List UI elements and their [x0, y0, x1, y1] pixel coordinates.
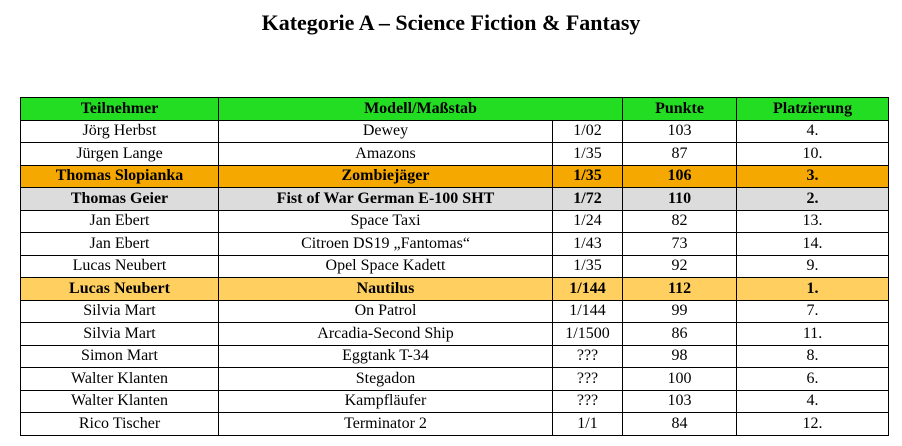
cell-participant: Rico Tischer — [20, 412, 219, 436]
table-row: Rico Tischer Terminator 2 1/1 84 12. — [20, 412, 890, 436]
cell-participant: Silvia Mart — [20, 322, 219, 346]
cell-model: Citroen DS19 „Fantomas“ — [218, 232, 553, 256]
table-row: Lucas Neubert Opel Space Kadett 1/35 92 9. — [20, 254, 890, 278]
cell-model: Eggtank T-34 — [218, 344, 553, 368]
cell-participant: Jan Ebert — [20, 209, 219, 233]
cell-scale: 1/35 — [551, 142, 624, 166]
cell-scale: 1/144 — [551, 277, 624, 301]
table-row: Thomas Geier Fist of War German E-100 SHT… — [20, 187, 890, 211]
table-row: Jörg Herbst Dewey 1/02 103 4. — [20, 119, 890, 143]
cell-scale: ??? — [551, 367, 624, 391]
cell-points: 86 — [622, 322, 738, 346]
cell-model: Space Taxi — [218, 209, 553, 233]
cell-participant: Thomas Slopianka — [20, 164, 219, 188]
cell-placement: 4. — [736, 119, 890, 143]
header-participant: Teilnehmer — [20, 97, 219, 121]
cell-scale: 1/35 — [551, 164, 624, 188]
cell-points: 98 — [622, 344, 738, 368]
cell-points: 82 — [622, 209, 738, 233]
table-row: Walter Klanten Kampfläufer??? 103 4. — [20, 389, 890, 413]
cell-points: 99 — [622, 299, 738, 323]
table-row: Silvia Mart On Patrol 1/144 99 7. — [20, 299, 890, 323]
cell-points: 100 — [622, 367, 738, 391]
table-row: Jürgen Lange Amazons 1/35 87 10. — [20, 142, 890, 166]
header-placement: Platzierung — [736, 97, 890, 121]
cell-model: Nautilus — [218, 277, 553, 301]
table-row: Lucas Neubert Nautilus 1/144 112 1. — [20, 277, 890, 301]
cell-scale: 1/144 — [551, 299, 624, 323]
page-title: Kategorie A – Science Fiction & Fantasy — [261, 10, 641, 35]
cell-participant: Jan Ebert — [20, 232, 219, 256]
cell-scale: 1/35 — [551, 254, 624, 278]
cell-placement: 10. — [736, 142, 890, 166]
table-header-row: Teilnehmer Modell/Maßstab Punkte Platzie… — [20, 97, 890, 121]
cell-placement: 4. — [736, 389, 890, 413]
cell-participant: Simon Mart — [20, 344, 219, 368]
cell-model: Terminator 2 — [218, 412, 553, 436]
cell-model: Kampfläufer — [218, 389, 553, 413]
cell-scale: ??? — [551, 344, 624, 368]
table-row: Jan Ebert Citroen DS19 „Fantomas“ 1/43 73 14… — [20, 232, 890, 256]
cell-points: 87 — [622, 142, 738, 166]
cell-participant: Jürgen Lange — [20, 142, 219, 166]
cell-placement: 1. — [736, 277, 890, 301]
header-points: Punkte — [622, 97, 738, 121]
table-row: Thomas Slopianka Zombiejäger 1/35 106 3. — [20, 164, 890, 188]
cell-points: 84 — [622, 412, 738, 436]
cell-points: 92 — [622, 254, 738, 278]
cell-participant: Lucas Neubert — [20, 254, 219, 278]
header-model: Modell/Maßstab — [217, 97, 624, 121]
cell-model: Arcadia-Second Ship — [218, 322, 553, 346]
cell-model: Stegadon — [218, 367, 553, 391]
cell-participant: Jörg Herbst — [20, 119, 219, 143]
cell-placement: 8. — [736, 344, 890, 368]
cell-participant: Walter Klanten — [20, 367, 219, 391]
results-table: Teilnehmer Modell/Maßstab Punkte Platzie… — [20, 97, 890, 436]
cell-model: Opel Space Kadett — [218, 254, 553, 278]
cell-scale: 1/1 — [551, 412, 624, 436]
cell-points: 73 — [622, 232, 738, 256]
cell-placement: 9. — [736, 254, 890, 278]
cell-participant: Lucas Neubert — [20, 277, 219, 301]
cell-placement: 3. — [736, 164, 890, 188]
cell-points: 103 — [622, 389, 738, 413]
cell-scale: 1/24 — [551, 209, 624, 233]
table-row: Walter Klanten Stegadon??? 100 6. — [20, 367, 890, 391]
cell-placement: 14. — [736, 232, 890, 256]
cell-points: 110 — [622, 187, 738, 211]
cell-placement: 6. — [736, 367, 890, 391]
cell-placement: 7. — [736, 299, 890, 323]
cell-points: 103 — [622, 119, 738, 143]
cell-points: 106 — [622, 164, 738, 188]
cell-participant: Walter Klanten — [20, 389, 219, 413]
cell-model: Fist of War German E-100 SHT — [218, 187, 553, 211]
cell-scale: ??? — [551, 389, 624, 413]
cell-model: Zombiejäger — [218, 164, 553, 188]
cell-scale: 1/1500 — [551, 322, 624, 346]
cell-participant: Silvia Mart — [20, 299, 219, 323]
cell-placement: 12. — [736, 412, 890, 436]
table-row: Simon Mart Eggtank T-34??? 98 8. — [20, 344, 890, 368]
cell-points: 112 — [622, 277, 738, 301]
cell-participant: Thomas Geier — [20, 187, 219, 211]
cell-scale: 1/43 — [551, 232, 624, 256]
table-row: Jan Ebert Space Taxi 1/24 82 13. — [20, 209, 890, 233]
cell-placement: 2. — [736, 187, 890, 211]
cell-scale: 1/72 — [551, 187, 624, 211]
cell-model: Dewey — [218, 119, 553, 143]
table-row: Silvia Mart Arcadia-Second Ship 1/1500 86 11… — [20, 322, 890, 346]
table-body: Jörg Herbst Dewey 1/02 103 4. Jürgen Lange Ama… — [20, 119, 890, 436]
cell-placement: 11. — [736, 322, 890, 346]
cell-model: Amazons — [218, 142, 553, 166]
cell-model: On Patrol — [218, 299, 553, 323]
cell-scale: 1/02 — [551, 119, 624, 143]
cell-placement: 13. — [736, 209, 890, 233]
